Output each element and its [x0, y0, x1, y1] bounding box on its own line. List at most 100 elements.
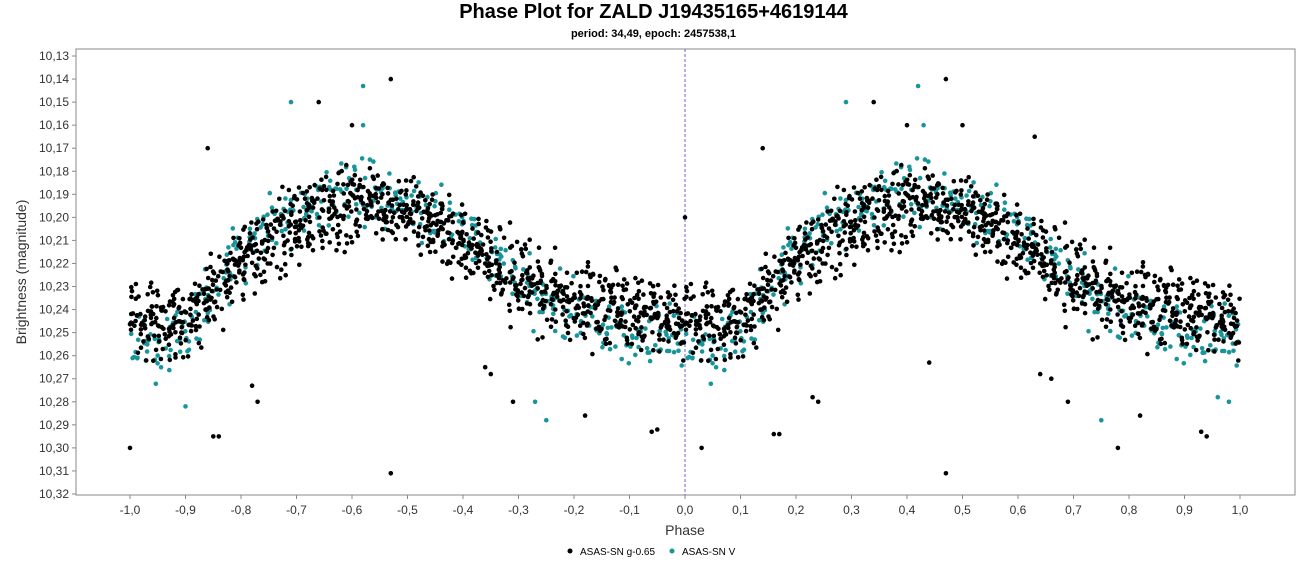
data-point	[633, 325, 638, 331]
data-point	[765, 277, 770, 283]
data-point	[1115, 334, 1121, 339]
data-point	[1191, 314, 1197, 320]
data-point	[430, 239, 436, 245]
data-point	[265, 238, 271, 244]
data-point	[475, 265, 481, 271]
data-point	[355, 187, 360, 193]
data-point	[1202, 358, 1208, 364]
data-point	[1069, 239, 1075, 245]
data-point	[1179, 281, 1185, 286]
data-point	[1103, 260, 1108, 266]
data-point	[1090, 280, 1095, 286]
data-point	[485, 235, 491, 240]
data-point	[767, 317, 772, 322]
data-point	[1049, 258, 1054, 263]
data-point	[851, 239, 857, 244]
data-point	[602, 317, 607, 323]
data-point	[579, 269, 585, 275]
data-point	[945, 215, 951, 220]
data-point	[841, 219, 847, 224]
data-point	[959, 188, 964, 193]
data-point	[560, 334, 566, 339]
data-point	[307, 219, 313, 225]
data-point	[988, 249, 993, 254]
data-point	[826, 226, 832, 231]
data-point	[1203, 315, 1209, 320]
data-point	[914, 194, 919, 200]
data-point	[775, 269, 781, 275]
data-point	[487, 296, 493, 302]
data-point	[213, 278, 219, 283]
data-point	[136, 294, 141, 299]
data-point	[341, 182, 346, 187]
data-point	[267, 190, 273, 196]
data-point	[1180, 341, 1185, 346]
data-point	[386, 201, 392, 206]
data-point	[1157, 337, 1163, 342]
data-point	[552, 328, 558, 334]
data-point	[145, 334, 151, 339]
data-point	[289, 252, 294, 258]
data-point	[792, 270, 797, 275]
data-point	[1145, 272, 1151, 277]
data-point	[843, 99, 849, 105]
data-point	[976, 209, 982, 215]
data-point	[568, 312, 574, 318]
data-point	[1219, 332, 1224, 338]
data-point	[934, 183, 940, 188]
data-point	[782, 273, 787, 279]
data-point	[1040, 274, 1046, 280]
data-point	[271, 245, 277, 251]
data-point	[281, 242, 287, 248]
data-point	[420, 193, 426, 199]
data-point	[450, 211, 456, 216]
data-point	[1065, 399, 1071, 405]
data-point	[651, 347, 656, 353]
data-point	[1134, 269, 1140, 275]
data-point	[787, 262, 793, 267]
data-point	[1064, 268, 1069, 274]
data-point	[1032, 134, 1037, 139]
data-point	[1175, 283, 1180, 289]
data-point	[879, 231, 884, 236]
data-point	[915, 83, 921, 89]
data-point	[973, 252, 979, 257]
data-point	[319, 207, 325, 212]
data-point	[653, 299, 659, 305]
data-point	[149, 304, 155, 309]
data-point	[439, 182, 444, 187]
data-point	[904, 122, 910, 128]
data-point	[526, 293, 531, 299]
data-point	[929, 195, 934, 201]
data-point	[601, 287, 606, 293]
data-point	[771, 292, 776, 297]
data-point	[980, 243, 986, 249]
data-point	[1097, 289, 1103, 295]
data-point	[419, 216, 425, 221]
data-point	[1213, 325, 1219, 330]
data-point	[306, 230, 312, 236]
data-point	[1106, 311, 1111, 317]
data-point	[161, 326, 166, 332]
data-point	[1105, 297, 1110, 303]
data-point	[945, 230, 951, 236]
data-point	[999, 218, 1004, 223]
data-point	[872, 229, 877, 234]
y-tick-label: 10,30	[39, 441, 69, 455]
data-point	[163, 336, 168, 342]
data-point	[172, 289, 178, 295]
data-point	[935, 226, 940, 232]
data-point	[190, 318, 196, 323]
data-point	[183, 310, 189, 315]
data-point	[389, 219, 394, 224]
data-point	[1090, 337, 1095, 342]
data-point	[653, 343, 658, 348]
data-point	[237, 236, 242, 241]
data-point	[513, 287, 518, 292]
data-point	[283, 272, 289, 278]
data-point	[1122, 337, 1128, 343]
data-point	[311, 198, 317, 204]
data-point	[473, 260, 479, 266]
data-point	[1119, 285, 1125, 290]
data-point	[864, 209, 869, 214]
